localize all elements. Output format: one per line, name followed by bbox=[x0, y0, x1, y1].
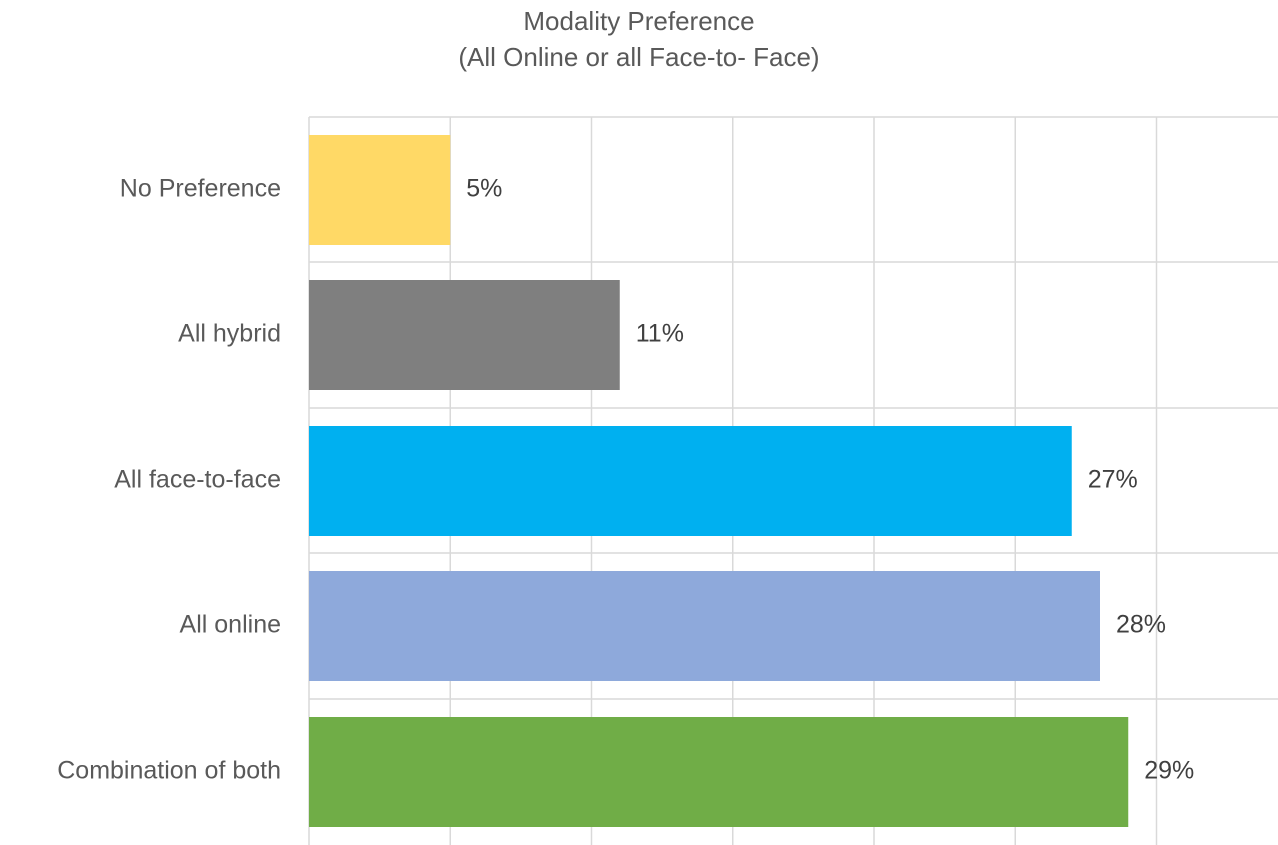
bar bbox=[309, 426, 1072, 536]
category-label: All hybrid bbox=[178, 320, 281, 348]
bar bbox=[309, 135, 451, 245]
chart-title: Modality Preference bbox=[523, 6, 755, 36]
category-label: No Preference bbox=[120, 175, 281, 203]
bar bbox=[309, 280, 620, 390]
data-label: 28% bbox=[1116, 611, 1166, 639]
category-label: All online bbox=[180, 611, 281, 639]
category-label: All face-to-face bbox=[114, 466, 281, 494]
data-label: 27% bbox=[1088, 466, 1138, 494]
bar bbox=[309, 571, 1100, 681]
data-label: 5% bbox=[466, 175, 502, 203]
category-label: Combination of both bbox=[57, 757, 281, 785]
bar bbox=[309, 717, 1129, 827]
data-label: 11% bbox=[636, 320, 684, 348]
data-label: 29% bbox=[1144, 757, 1194, 785]
chart-subtitle: (All Online or all Face-to- Face) bbox=[458, 42, 820, 72]
